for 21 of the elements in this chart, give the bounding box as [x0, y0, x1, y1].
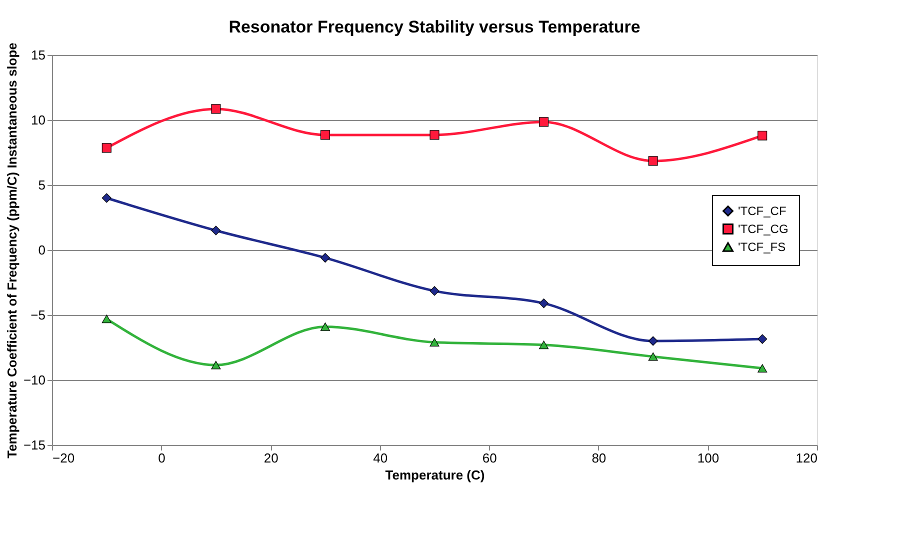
y-tick-label: −15 [23, 438, 46, 452]
y-tick-label: 15 [31, 48, 46, 62]
legend-label: 'TCF_CF [738, 204, 786, 218]
x-tick-label: 20 [264, 450, 278, 466]
legend-label: 'TCF_CG [738, 222, 788, 236]
x-tick-label: 120 [796, 450, 818, 466]
x-tick-label: 0 [158, 450, 166, 466]
legend-label: 'TCF_FS [738, 240, 786, 254]
x-tick-label: 60 [482, 450, 497, 466]
y-tick-label: −10 [23, 372, 46, 388]
y-tick-label: 5 [38, 178, 46, 192]
y-axis-title: Temperature Coefficient of Frequency (ppm/C) Instantaneous slope [4, 42, 20, 458]
x-tick-label: 80 [592, 450, 606, 466]
y-tick-label: 10 [31, 112, 46, 128]
x-tick-label: 40 [373, 450, 388, 466]
y-tick-label: 0 [38, 242, 46, 258]
x-tick-label: 100 [697, 450, 720, 466]
x-axis-title: Temperature (C) [385, 468, 485, 482]
x-tick-label: −20 [52, 450, 75, 466]
y-tick-label: −5 [30, 308, 46, 322]
chart-title: Resonator Frequency Stability versus Temperature [228, 17, 640, 36]
